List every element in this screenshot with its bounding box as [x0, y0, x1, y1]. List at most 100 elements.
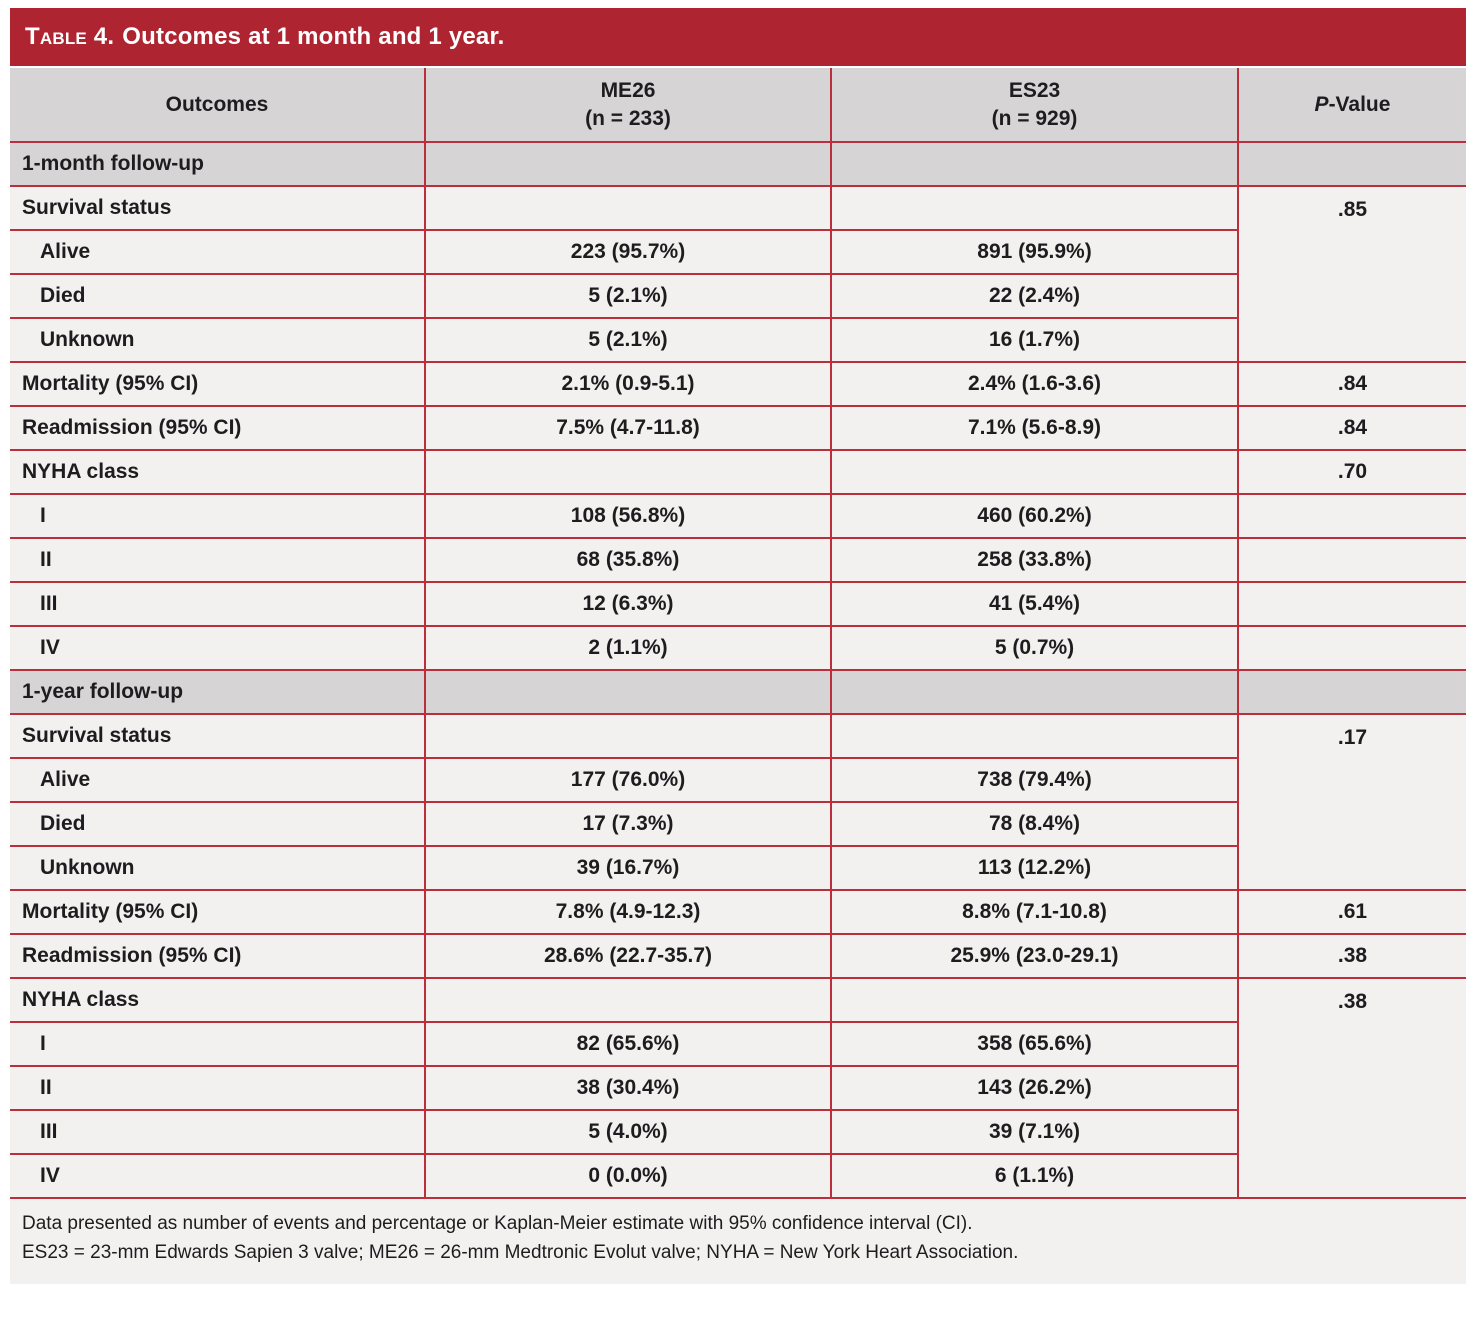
me26-cell: 5 (4.0%) [424, 1110, 831, 1155]
outcome-label-cell: Alive [10, 230, 425, 275]
pvalue-cell: .61 [1237, 890, 1466, 935]
me26-cell: 82 (65.6%) [424, 1022, 831, 1067]
es23-cell: 41 (5.4%) [830, 582, 1238, 627]
es23-cell: 113 (12.2%) [830, 846, 1238, 891]
table-body: 1-month follow-up Survival status .85 Al… [10, 142, 1466, 1199]
data-row-nyha-4-1m: IV 2 (1.1%) 5 (0.7%) [10, 626, 1466, 671]
data-row-alive-1y: Alive 177 (76.0%) 738 (79.4%) [10, 758, 1466, 803]
pvalue-cell: .84 [1237, 406, 1466, 451]
es23-cell: 16 (1.7%) [830, 318, 1238, 363]
outcome-label-cell: Survival status [10, 186, 425, 231]
outcome-label-cell: Unknown [10, 846, 425, 891]
table-header: Outcomes ME26 (n = 233) ES23 (n = 929) P… [10, 68, 1466, 143]
es23-cell [830, 670, 1238, 715]
me26-cell: 39 (16.7%) [424, 846, 831, 891]
data-row-nyha-2-1y: II 38 (30.4%) 143 (26.2%) [10, 1066, 1466, 1111]
me26-cell: 0 (0.0%) [424, 1154, 831, 1199]
me26-cell [424, 186, 831, 231]
footnote-line-2: ES23 = 23-mm Edwards Sapien 3 valve; ME2… [22, 1242, 1019, 1264]
es23-cell: 738 (79.4%) [830, 758, 1238, 803]
p-value-suffix: -Value [1328, 92, 1391, 116]
me26-cell: 68 (35.8%) [424, 538, 831, 583]
data-row-survival-status-1y: Survival status .17 [10, 714, 1466, 891]
outcome-label-cell: I [10, 494, 425, 539]
outcome-label-cell: II [10, 538, 425, 583]
me26-cell [424, 978, 831, 1023]
table-title-bar: Table 4. Outcomes at 1 month and 1 year. [10, 8, 1466, 66]
outcome-label-cell: Unknown [10, 318, 425, 363]
me26-cell: 12 (6.3%) [424, 582, 831, 627]
pvalue-cell: .38 [1237, 978, 1466, 1199]
pvalue-cell [1237, 538, 1466, 583]
header-row: Outcomes ME26 (n = 233) ES23 (n = 929) P… [10, 68, 1466, 143]
data-row-nyha-1-1y: I 82 (65.6%) 358 (65.6%) [10, 1022, 1466, 1067]
pvalue-cell: .17 [1237, 714, 1466, 891]
data-row-died-1y: Died 17 (7.3%) 78 (8.4%) [10, 802, 1466, 847]
data-row-nyha-1-1m: I 108 (56.8%) 460 (60.2%) [10, 494, 1466, 539]
section-row-1-month: 1-month follow-up [10, 142, 1466, 187]
pvalue-cell [1237, 626, 1466, 671]
col-header-es23: ES23 (n = 929) [830, 68, 1238, 143]
data-row-nyha-3-1y: III 5 (4.0%) 39 (7.1%) [10, 1110, 1466, 1155]
me26-cell: 38 (30.4%) [424, 1066, 831, 1111]
pvalue-cell: .70 [1237, 450, 1466, 495]
pvalue-cell: .85 [1237, 186, 1466, 363]
pvalue-cell [1237, 670, 1466, 715]
pvalue-cell: .84 [1237, 362, 1466, 407]
table-footnote: Data presented as number of events and p… [10, 1199, 1466, 1284]
me26-cell: 5 (2.1%) [424, 274, 831, 319]
data-row-mortality-1m: Mortality (95% CI) 2.1% (0.9-5.1) 2.4% (… [10, 362, 1466, 407]
es23-cell: 143 (26.2%) [830, 1066, 1238, 1111]
p-symbol: P [1314, 92, 1329, 116]
me26-cell: 7.5% (4.7-11.8) [424, 406, 831, 451]
outcome-label-cell: Alive [10, 758, 425, 803]
me26-cell [424, 450, 831, 495]
me26-cell: 2.1% (0.9-5.1) [424, 362, 831, 407]
me26-cell: 223 (95.7%) [424, 230, 831, 275]
data-row-survival-status-1m: Survival status .85 [10, 186, 1466, 363]
es23-cell: 5 (0.7%) [830, 626, 1238, 671]
data-row-mortality-1y: Mortality (95% CI) 7.8% (4.9-12.3) 8.8% … [10, 890, 1466, 935]
outcome-label-cell: II [10, 1066, 425, 1111]
me26-cell: 7.8% (4.9-12.3) [424, 890, 831, 935]
pvalue-cell [1237, 142, 1466, 187]
outcome-label-cell: III [10, 582, 425, 627]
data-row-died-1m: Died 5 (2.1%) 22 (2.4%) [10, 274, 1466, 319]
es23-cell [830, 714, 1238, 759]
section-label-cell: 1-year follow-up [10, 670, 425, 715]
outcome-label-cell: Readmission (95% CI) [10, 934, 425, 979]
me26-n: (n = 233) [585, 106, 671, 130]
me26-cell [424, 714, 831, 759]
es23-cell: 358 (65.6%) [830, 1022, 1238, 1067]
data-row-nyha-2-1m: II 68 (35.8%) 258 (33.8%) [10, 538, 1466, 583]
outcome-label-cell: III [10, 1110, 425, 1155]
me26-cell: 17 (7.3%) [424, 802, 831, 847]
outcomes-table-figure: Table 4. Outcomes at 1 month and 1 year.… [10, 8, 1466, 1284]
me26-cell: 177 (76.0%) [424, 758, 831, 803]
outcome-label-cell: Readmission (95% CI) [10, 406, 425, 451]
es23-cell: 2.4% (1.6-3.6) [830, 362, 1238, 407]
me26-cell: 28.6% (22.7-35.7) [424, 934, 831, 979]
me26-cell: 5 (2.1%) [424, 318, 831, 363]
outcome-label-cell: Mortality (95% CI) [10, 362, 425, 407]
col-header-me26: ME26 (n = 233) [424, 68, 831, 143]
col-header-outcomes: Outcomes [10, 68, 425, 143]
outcome-label-cell: Survival status [10, 714, 425, 759]
me26-cell [424, 142, 831, 187]
outcome-label-cell: IV [10, 1154, 425, 1199]
outcome-label-cell: Mortality (95% CI) [10, 890, 425, 935]
data-row-unknown-1y: Unknown 39 (16.7%) 113 (12.2%) [10, 846, 1466, 891]
data-row-nyha-3-1m: III 12 (6.3%) 41 (5.4%) [10, 582, 1466, 627]
es23-cell: 25.9% (23.0-29.1) [830, 934, 1238, 979]
data-row-unknown-1m: Unknown 5 (2.1%) 16 (1.7%) [10, 318, 1466, 363]
outcomes-table: Outcomes ME26 (n = 233) ES23 (n = 929) P… [10, 68, 1466, 1199]
es23-cell: 258 (33.8%) [830, 538, 1238, 583]
me26-name: ME26 [600, 79, 656, 103]
data-row-nyha-4-1y: IV 0 (0.0%) 6 (1.1%) [10, 1154, 1466, 1199]
es23-cell: 78 (8.4%) [830, 802, 1238, 847]
outcome-label-cell: I [10, 1022, 425, 1067]
outcome-label-cell: Died [10, 274, 425, 319]
table-number-label: Table 4. [25, 23, 115, 50]
section-label-cell: 1-month follow-up [10, 142, 425, 187]
outcome-label-cell: Died [10, 802, 425, 847]
